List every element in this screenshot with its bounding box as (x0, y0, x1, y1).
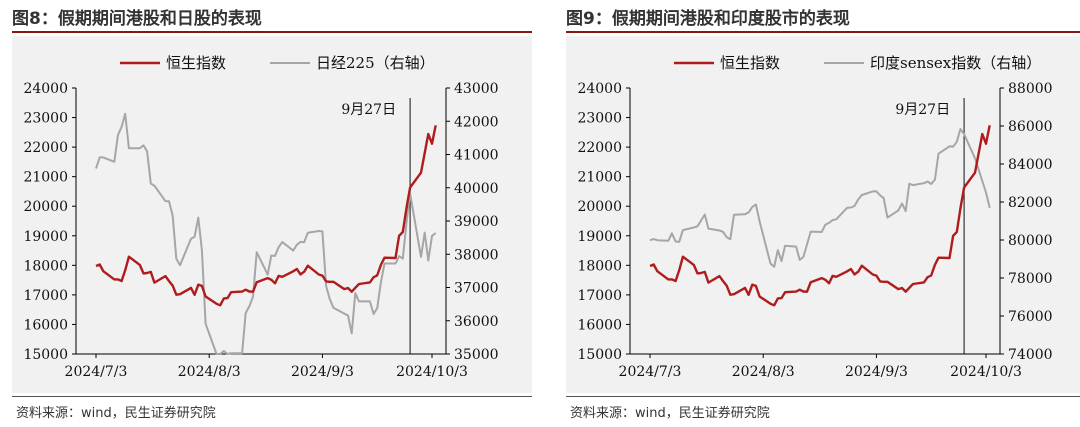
x-tick-label: 2024/9/3 (845, 364, 908, 380)
legend-label: 恒生指数 (166, 54, 226, 72)
chart-background (566, 36, 1080, 393)
left-tick-label: 22000 (577, 140, 622, 156)
title-rule (566, 31, 1080, 33)
annotation-label: 9月27日 (895, 102, 950, 118)
right-tick-label: 41000 (454, 148, 499, 164)
left-tick-label: 23000 (577, 111, 622, 127)
figure-9-chart: 15000 16000 17000 18000 19000 20000 21000 22000… (577, 54, 1053, 380)
right-tick-label: 43000 (454, 81, 499, 97)
right-tick-label: 39000 (454, 214, 499, 230)
figure-8-chart: 15000 16000 17000 18000 19000 20000 21000 22000… (23, 54, 499, 380)
left-tick-label: 19000 (577, 229, 622, 245)
legend-label: 恒生指数 (720, 54, 780, 72)
left-tick-label: 20000 (577, 199, 622, 215)
right-tick-label: 37000 (454, 281, 499, 297)
series-line-secondary (649, 128, 991, 268)
source-note: 资料来源：wind，民生证券研究院 (570, 406, 770, 421)
series-line-hsi (95, 125, 437, 307)
right-tick-label: 84000 (1008, 157, 1053, 173)
x-tick-label: 2024/10/3 (950, 364, 1022, 380)
left-tick-label: 16000 (577, 317, 622, 333)
right-tick-label: 88000 (1008, 81, 1053, 97)
right-tick-label: 35000 (454, 347, 499, 363)
x-tick-label: 2024/8/3 (732, 364, 795, 380)
right-tick-label: 76000 (1008, 309, 1053, 325)
series-line-hsi (649, 125, 991, 307)
left-tick-label: 21000 (23, 170, 68, 186)
source-rule (566, 396, 1080, 397)
legend-label: 印度sensex指数（右轴） (870, 54, 1041, 72)
left-tick-label: 17000 (23, 288, 68, 304)
left-tick-label: 20000 (23, 199, 68, 215)
right-tick-label: 74000 (1008, 347, 1053, 363)
left-tick-label: 24000 (23, 81, 68, 97)
left-tick-label: 21000 (577, 170, 622, 186)
right-tick-label: 40000 (454, 181, 499, 197)
figure-title: 图9：假期期间港股和印度股市的表现 (566, 9, 850, 29)
source-note: 资料来源：wind，民生证券研究院 (16, 406, 216, 421)
series-line-secondary (95, 112, 437, 355)
x-tick-label: 2024/7/3 (65, 364, 128, 380)
left-tick-label: 19000 (23, 229, 68, 245)
left-tick-label: 18000 (577, 258, 622, 274)
title-rule (12, 31, 532, 33)
left-tick-label: 22000 (23, 140, 68, 156)
left-tick-label: 16000 (23, 317, 68, 333)
right-tick-label: 36000 (454, 314, 499, 330)
left-tick-label: 15000 (23, 347, 68, 363)
right-tick-label: 78000 (1008, 271, 1053, 287)
left-tick-label: 23000 (23, 111, 68, 127)
source-rule (12, 396, 532, 397)
left-tick-label: 18000 (23, 258, 68, 274)
x-tick-label: 2024/9/3 (291, 364, 354, 380)
left-tick-label: 17000 (577, 288, 622, 304)
right-tick-label: 80000 (1008, 233, 1053, 249)
chart-background (12, 36, 532, 393)
figure-title: 图8：假期期间港股和日股的表现 (12, 9, 262, 29)
left-tick-label: 15000 (577, 347, 622, 363)
right-tick-label: 42000 (454, 114, 499, 130)
x-tick-label: 2024/7/3 (619, 364, 682, 380)
legend-label: 日经225（右轴） (316, 54, 435, 72)
figure-9-panel: 图9：假期期间港股和印度股市的表现 15000 16000 17000 18000 19… (566, 0, 1080, 427)
x-tick-label: 2024/10/3 (396, 364, 468, 380)
right-tick-label: 38000 (454, 247, 499, 263)
annotation-label: 9月27日 (341, 102, 396, 118)
x-tick-label: 2024/8/3 (178, 364, 241, 380)
left-tick-label: 24000 (577, 81, 622, 97)
right-tick-label: 82000 (1008, 195, 1053, 211)
right-tick-label: 86000 (1008, 119, 1053, 135)
figure-8-panel: 图8：假期期间港股和日股的表现 15000 16000 17000 18000 1900… (12, 0, 532, 427)
